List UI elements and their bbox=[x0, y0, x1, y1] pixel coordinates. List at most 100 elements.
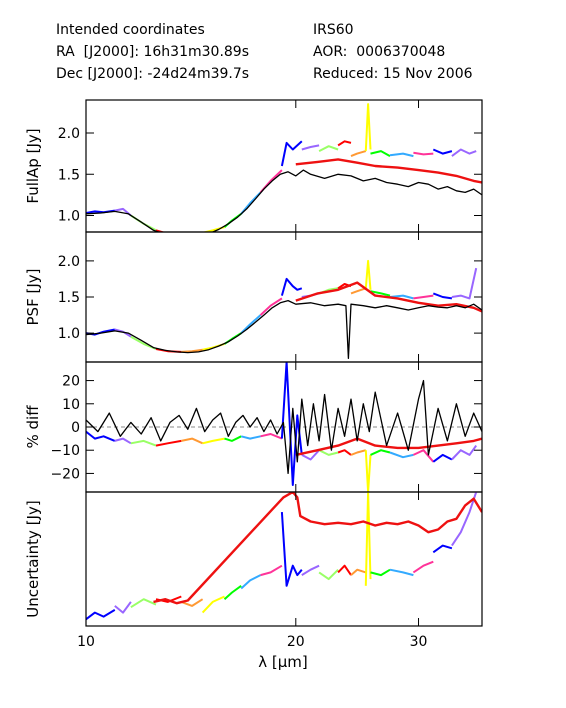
dec-coordinate: Dec [J2000]: -24d24m39.7s bbox=[56, 66, 250, 82]
module-segment-line bbox=[412, 449, 435, 463]
module-segment-line bbox=[240, 435, 261, 440]
module-segment-line bbox=[259, 297, 283, 316]
module-segment-line bbox=[451, 445, 478, 461]
module-segment-line bbox=[337, 140, 352, 147]
panel-diff: −20 −10 0 10 20 % diff bbox=[24, 361, 483, 493]
target-name: IRS60 bbox=[313, 22, 354, 38]
panel-psf: 1.0 1.5 2.0 PSF [Jy] bbox=[24, 231, 483, 363]
y-axis-title-psf: PSF [Jy] bbox=[24, 269, 42, 326]
x-tick-label: 20 bbox=[287, 634, 305, 650]
module-segment-line bbox=[202, 437, 225, 445]
optimal-spectrum-line bbox=[86, 169, 482, 232]
x-tick-label: 10 bbox=[77, 634, 95, 650]
module-segment-line bbox=[260, 433, 283, 440]
module-segment-line bbox=[318, 449, 339, 456]
module-segment-line bbox=[370, 290, 391, 297]
module-segment-line bbox=[337, 449, 352, 456]
module-segment-line bbox=[155, 439, 182, 447]
ra-coordinate: RA [J2000]: 16h31m30.89s bbox=[56, 44, 249, 60]
module-segment-line bbox=[389, 294, 414, 300]
module-segment-line bbox=[389, 568, 414, 577]
optimal-spectrum-line bbox=[86, 299, 482, 360]
y-tick-label: 1.0 bbox=[58, 326, 80, 342]
module-segment-line bbox=[451, 267, 478, 300]
module-segment-line bbox=[370, 150, 391, 157]
module-segment-line bbox=[181, 437, 204, 445]
module-segment-line bbox=[260, 564, 283, 577]
module-segment-line bbox=[364, 450, 372, 492]
reduced-date: Reduced: 15 Nov 2006 bbox=[313, 66, 473, 82]
module-segment-line bbox=[432, 544, 453, 554]
module-segment-line bbox=[223, 584, 242, 600]
module-segment-line bbox=[350, 150, 367, 158]
module-segment-line bbox=[318, 145, 339, 152]
module-segment-line bbox=[350, 449, 367, 456]
y-tick-label: 10 bbox=[62, 397, 80, 413]
panels-layer: 1.0 1.5 2.0 FullAp [Jy] 1.0 1.5 2.0 PSF [Jy] −20… bbox=[24, 99, 483, 650]
module-segment-line bbox=[180, 598, 204, 607]
module-segment-line bbox=[337, 564, 352, 576]
module-segment-line bbox=[318, 568, 339, 581]
module-segment-line bbox=[432, 148, 453, 155]
panel-frame bbox=[85, 99, 483, 233]
y-axis-title-diff: % diff bbox=[24, 405, 42, 449]
plot-area bbox=[86, 492, 482, 621]
y-axis-title-fullap: FullAp [Jy] bbox=[24, 128, 42, 203]
module-segment-line bbox=[364, 103, 372, 152]
module-segment-line bbox=[240, 191, 262, 215]
module-segment-line bbox=[130, 598, 157, 609]
module-segment-line bbox=[451, 492, 478, 547]
module-segment-line bbox=[114, 601, 132, 614]
y-tick-label: −20 bbox=[50, 466, 80, 482]
module-segment-line bbox=[201, 595, 225, 614]
module-segment-line bbox=[155, 229, 166, 232]
module-segment-line bbox=[389, 451, 414, 459]
module-segment-line bbox=[389, 152, 414, 158]
module-segment-line bbox=[130, 439, 157, 447]
module-segment-line bbox=[301, 144, 320, 151]
module-segment-line bbox=[280, 362, 303, 486]
module-segment-line bbox=[432, 453, 453, 463]
plot-area bbox=[86, 259, 482, 360]
module-segment-line bbox=[181, 348, 203, 353]
module-segment-line bbox=[350, 287, 367, 295]
module-segment-line bbox=[364, 259, 372, 290]
module-segment-line bbox=[364, 492, 372, 586]
module-segment-line bbox=[114, 437, 132, 445]
module-segment-line bbox=[301, 449, 320, 461]
y-tick-label: 1.5 bbox=[58, 167, 80, 183]
module-segment-line bbox=[350, 568, 367, 576]
panel-uncertainty: Uncertainty [Jy] bbox=[24, 491, 483, 627]
reference-spectrum-line bbox=[295, 158, 482, 184]
module-segment-line bbox=[86, 430, 116, 442]
reference-spectrum-line bbox=[295, 281, 482, 313]
module-segment-line bbox=[280, 140, 303, 167]
y-tick-label: 2.0 bbox=[58, 126, 80, 142]
module-segment-line bbox=[432, 292, 453, 300]
x-axis-title: λ [μm] bbox=[258, 653, 308, 671]
module-segment-line bbox=[451, 148, 477, 157]
module-segment-line bbox=[86, 609, 116, 621]
y-tick-label: 2.0 bbox=[58, 254, 80, 270]
y-tick-label: 20 bbox=[62, 374, 80, 390]
y-tick-label: 0 bbox=[71, 420, 80, 436]
module-segment-line bbox=[240, 314, 262, 334]
module-segment-line bbox=[370, 568, 391, 577]
panel-fullap: 1.0 1.5 2.0 FullAp [Jy] bbox=[24, 99, 483, 233]
module-segment-line bbox=[201, 231, 203, 232]
module-segment-line bbox=[301, 564, 320, 576]
module-segment-line bbox=[240, 574, 261, 590]
module-segment-line bbox=[413, 151, 434, 156]
module-segment-line bbox=[413, 294, 434, 300]
plot-area bbox=[86, 362, 482, 492]
reference-spectrum-line bbox=[153, 492, 482, 605]
y-tick-label: −10 bbox=[50, 443, 80, 459]
module-segment-line bbox=[280, 277, 303, 296]
x-tick-label: 30 bbox=[410, 634, 428, 650]
panel-frame bbox=[85, 491, 483, 627]
y-axis-title-uncertainty: Uncertainty [Jy] bbox=[24, 500, 42, 617]
plot-area bbox=[86, 103, 482, 232]
intended-coordinates-label: Intended coordinates bbox=[56, 22, 205, 38]
module-segment-line bbox=[280, 512, 303, 587]
